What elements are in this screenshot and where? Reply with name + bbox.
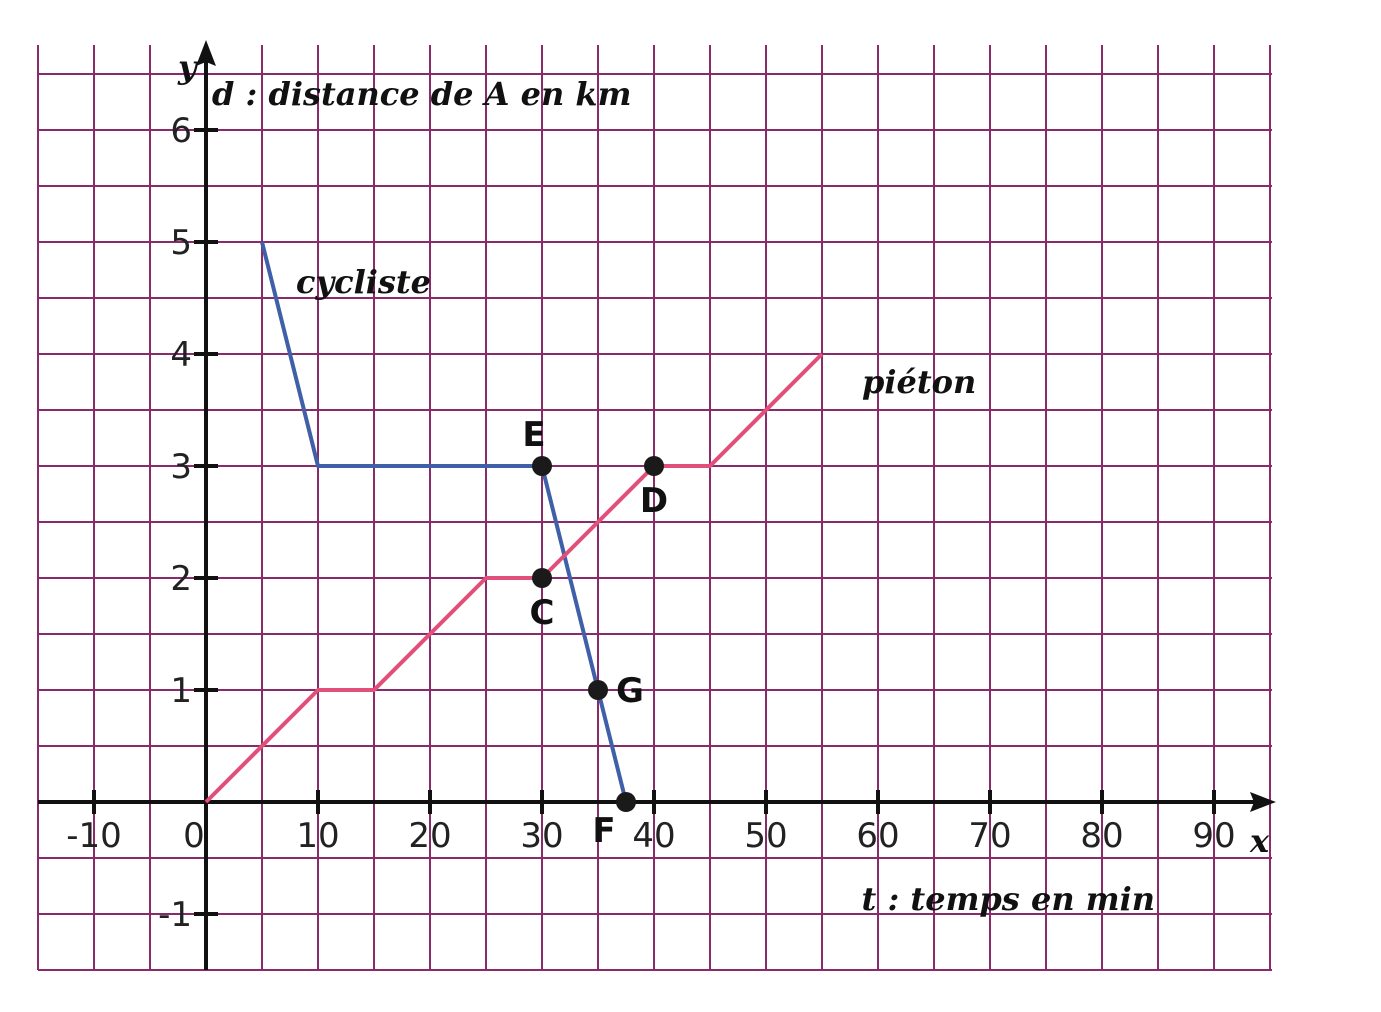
x-tick-label: 90	[1192, 816, 1235, 856]
point-g	[588, 680, 608, 700]
grid	[37, 45, 1272, 971]
axes	[38, 40, 1276, 970]
y-tick-label: 5	[170, 223, 192, 263]
point-label-c: C	[530, 593, 555, 633]
x-tick-label: -10	[66, 816, 122, 856]
x-axis-title: t : temps en min	[862, 880, 1155, 918]
point-label-d: D	[640, 481, 668, 521]
y-tick-label: 6	[170, 111, 192, 151]
point-label-g: G	[616, 671, 644, 711]
y-tick-label: -1	[158, 895, 192, 935]
labeled-points: E D C G F	[522, 415, 668, 851]
ticks: -10 0 10 20 30 40 50 60 70 80 90 -1 1 2 3 4 5 6	[66, 111, 1235, 935]
x-tick-label: 40	[632, 816, 675, 856]
y-axis-title: d : distance de A en km	[212, 75, 631, 113]
point-e	[532, 456, 552, 476]
x-tick-label: 60	[856, 816, 899, 856]
series-line-pieton	[204, 352, 824, 804]
x-tick-label: 10	[296, 816, 339, 856]
y-axis-arrow	[196, 40, 216, 66]
point-f	[616, 792, 636, 812]
y-tick-label: 2	[170, 559, 192, 599]
point-label-e: E	[522, 415, 545, 455]
point-label-f: F	[592, 811, 615, 851]
y-tick-label: 1	[170, 671, 192, 711]
x-axis-name: x	[1249, 822, 1270, 860]
series-lines	[204, 241, 824, 804]
x-tick-label: 50	[744, 816, 787, 856]
y-tick-label: 3	[170, 447, 192, 487]
series-label-cycliste: cycliste	[296, 263, 431, 301]
y-axis-name: y	[177, 48, 199, 86]
x-axis-arrow	[1250, 792, 1276, 812]
series-label-pieton: piéton	[862, 363, 976, 401]
x-tick-label: 20	[408, 816, 451, 856]
x-tick-label: 30	[520, 816, 563, 856]
point-c	[532, 568, 552, 588]
point-d	[644, 456, 664, 476]
x-tick-label: 0	[183, 816, 205, 856]
x-tick-label: 70	[968, 816, 1011, 856]
x-tick-label: 80	[1080, 816, 1123, 856]
series-line-cycliste	[260, 241, 628, 803]
y-tick-label: 4	[170, 335, 192, 375]
